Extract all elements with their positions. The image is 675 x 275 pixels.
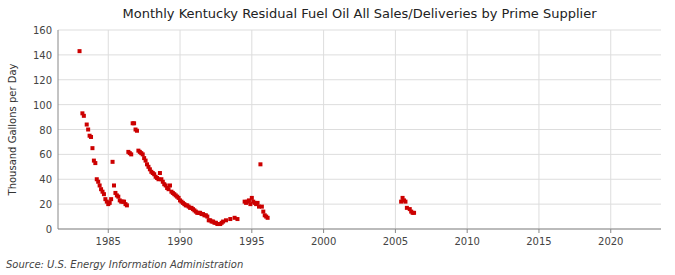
point: [261, 210, 265, 214]
x-tick-label: 2020: [598, 236, 623, 247]
point: [258, 162, 262, 166]
x-grid-line: [323, 30, 324, 229]
x-tick-label: 1985: [96, 236, 121, 247]
point: [132, 121, 136, 125]
y-grid-line: [58, 54, 661, 55]
point: [85, 123, 89, 127]
point: [129, 152, 133, 156]
y-grid-line: [58, 129, 661, 130]
y-tick-label: 100: [33, 100, 52, 111]
grid: [58, 30, 661, 229]
chart: Monthly Kentucky Residual Fuel Oil All S…: [0, 0, 675, 275]
chart-container: Monthly Kentucky Residual Fuel Oil All S…: [0, 0, 675, 275]
x-grid-line: [108, 30, 109, 229]
point: [260, 205, 264, 209]
x-tick: [251, 229, 252, 233]
x-tick: [180, 229, 181, 233]
y-tick-label: 40: [39, 174, 52, 185]
x-tick-label: 2000: [311, 236, 336, 247]
y-grid-line: [58, 204, 661, 205]
point: [256, 201, 260, 205]
y-grid-line: [58, 154, 661, 155]
point: [109, 197, 113, 201]
y-tick-label: 60: [39, 149, 52, 160]
point: [82, 114, 86, 118]
point: [141, 152, 145, 156]
point: [86, 128, 90, 132]
point: [112, 183, 116, 187]
x-tick: [538, 229, 539, 233]
x-tick: [395, 229, 396, 233]
x-grid-line: [610, 30, 611, 229]
point: [412, 211, 416, 215]
y-tick-label: 20: [39, 199, 52, 210]
point: [116, 195, 120, 199]
point: [158, 171, 162, 175]
point: [135, 129, 139, 133]
x-grid-line: [467, 30, 468, 229]
point: [228, 217, 232, 221]
y-grid-line: [58, 79, 661, 80]
y-tick-label: 0: [46, 224, 52, 235]
point: [90, 146, 94, 150]
point: [235, 217, 239, 221]
point: [111, 160, 115, 164]
y-grid-line: [58, 229, 661, 230]
y-tick-label: 160: [33, 25, 52, 36]
source: Source: U.S. Energy Information Administ…: [6, 259, 243, 270]
y-grid-line: [58, 179, 661, 180]
point: [96, 180, 100, 184]
y-grid-line: [58, 30, 661, 31]
x-tick-label: 1995: [239, 236, 264, 247]
x-tick: [610, 229, 611, 233]
x-tick-label: 2015: [526, 236, 551, 247]
point: [78, 49, 82, 53]
x-tick: [323, 229, 324, 233]
x-grid-line: [395, 30, 396, 229]
point: [224, 218, 228, 222]
x-tick-label: 2010: [454, 236, 479, 247]
point: [108, 201, 112, 205]
y-tick-label: 140: [33, 50, 52, 61]
y-tick-label: 120: [33, 75, 52, 86]
point: [102, 192, 106, 196]
title: Monthly Kentucky Residual Fuel Oil All S…: [122, 6, 597, 21]
y-axis-line: [58, 30, 59, 229]
point: [89, 135, 93, 139]
x-tick: [467, 229, 468, 233]
x-tick-label: 1990: [167, 236, 192, 247]
points: [78, 49, 417, 226]
y-tick-label: 80: [39, 125, 52, 136]
point: [93, 161, 97, 165]
point: [144, 159, 148, 163]
x-grid-line: [538, 30, 539, 229]
y-grid-line: [58, 104, 661, 105]
x-axis-line: [58, 229, 661, 230]
point: [403, 200, 407, 204]
point: [98, 183, 102, 187]
point: [250, 196, 254, 200]
x-tick: [108, 229, 109, 233]
x-tick-label: 2005: [383, 236, 408, 247]
point: [266, 216, 270, 220]
y-axis-label: Thousand Gallons per Day: [7, 63, 18, 196]
point: [125, 203, 129, 207]
point: [205, 215, 209, 219]
point: [168, 183, 172, 187]
